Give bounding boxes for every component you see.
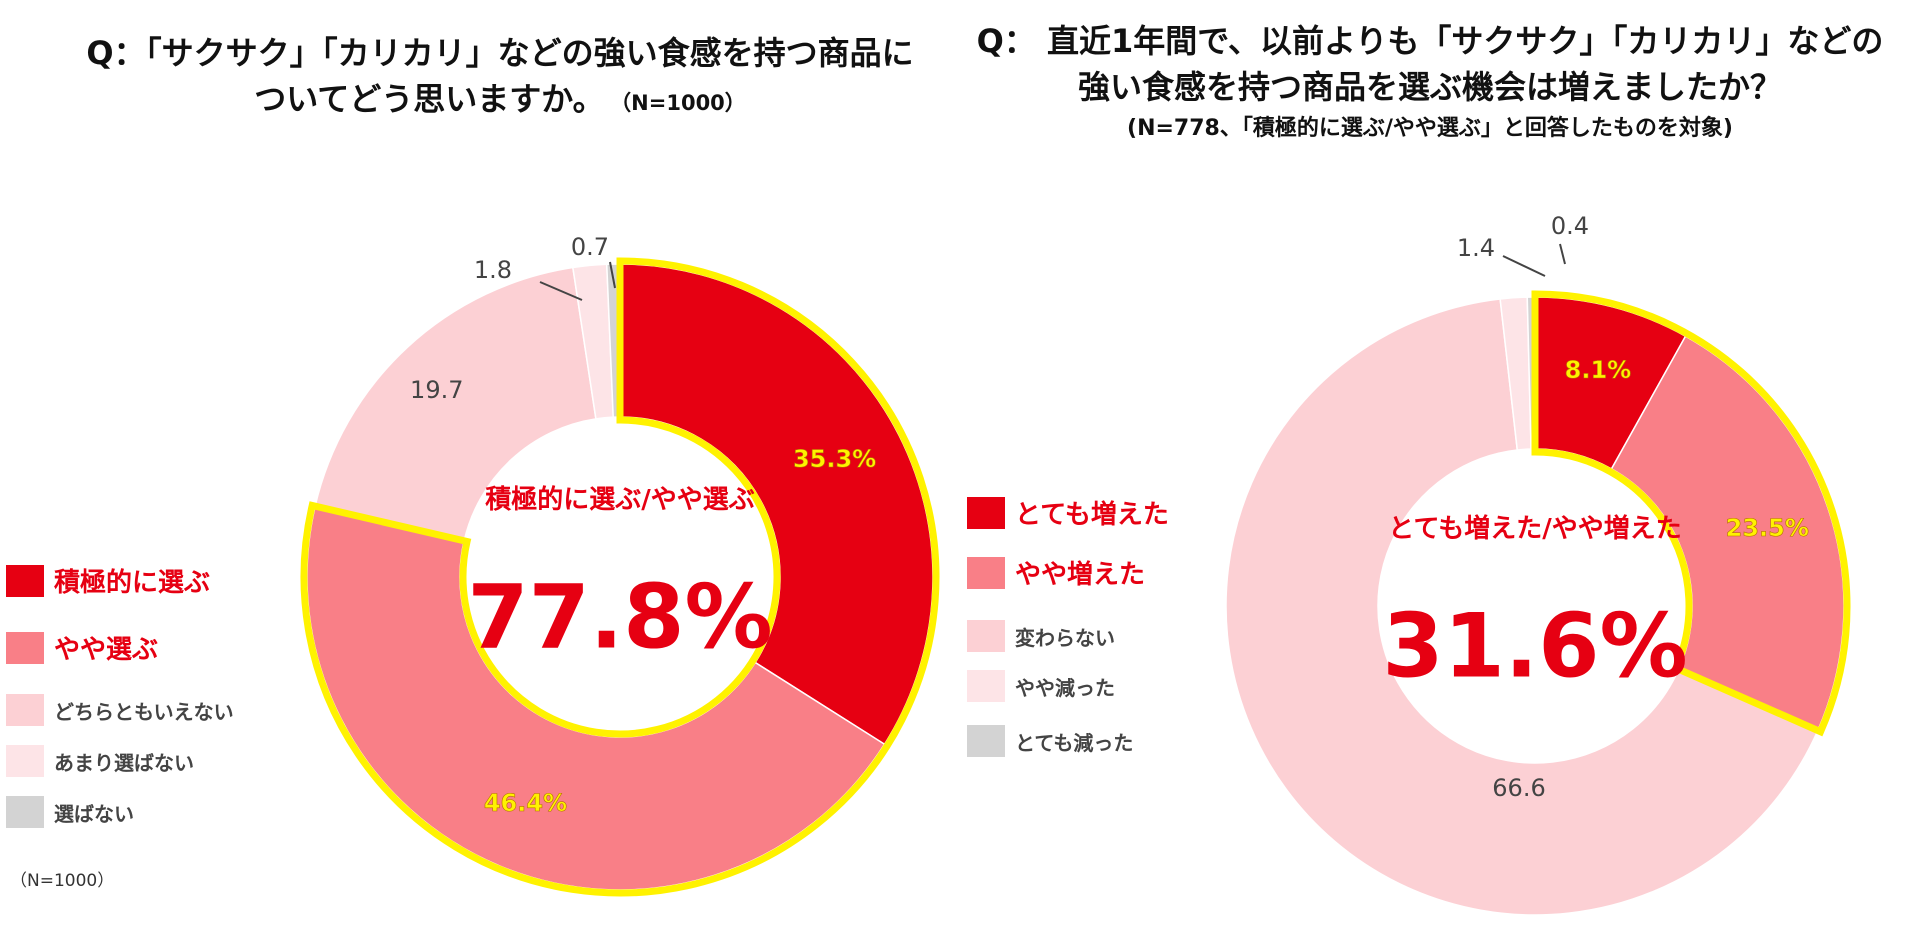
chart2-slice-3 [1225, 298, 1819, 916]
chart2-highlight-outline [1531, 290, 1851, 737]
right-title-line2: 強い食感を持つ商品を選ぶ機会は増えましたか？ [1077, 68, 1782, 107]
left-title-sample: （N=1000） [610, 91, 746, 116]
chart2-legend-label-1: とても増えた [1015, 500, 1169, 530]
chart1-legend-label-2: やや選ぶ [54, 635, 159, 665]
chart1-legend-item-2: やや選ぶ [6, 629, 234, 666]
chart2-legend-item-4: やや減った [967, 670, 1169, 702]
chart1-legend-label-1: 積極的に選ぶ [54, 568, 211, 598]
right-chart-title: Q： 直近1年間で、以前よりも「サクサク」「カリカリ」などの 強い食感を持つ商品… [970, 18, 1890, 145]
chart1-legend-swatch-4 [6, 745, 44, 777]
chart2-legend-swatch-5 [967, 725, 1005, 757]
chart1-legend-swatch-5 [6, 796, 44, 828]
left-title-line1: Q：「サクサク」「カリカリ」などの強い食感を持つ商品に [86, 34, 914, 72]
right-title-line1: Q： 直近1年間で、以前よりも「サクサク」「カリカリ」などの [976, 22, 1884, 60]
chart2-center-caption: とても増えた/やや増えた [1388, 514, 1681, 544]
chart1-data-label-1: 35.3% [793, 445, 876, 473]
chart1-legend-label-4: あまり選ばない [54, 750, 194, 775]
chart2-legend-label-4: やや減った [1015, 675, 1115, 700]
chart1-legend-swatch-3 [6, 694, 44, 726]
chart2-legend-item-5: とても減った [967, 725, 1169, 757]
chart1-center-value: 77.8% [467, 566, 772, 669]
chart1-legend-swatch-1 [6, 564, 44, 597]
chart2-legend-item-2: やや増えた [967, 554, 1169, 591]
chart2-data-label-5: 0.4 [1551, 212, 1589, 240]
right-title-sample: (N=778、「積極的に選ぶ/やや選ぶ」と回答したものを対象) [1127, 115, 1733, 141]
chart2-legend-label-5: とても減った [1015, 730, 1134, 755]
chart1-data-label-3: 19.7 [410, 376, 463, 404]
chart2-legend-label-2: やや増えた [1015, 560, 1146, 590]
chart2-data-label-3: 66.6 [1492, 774, 1545, 802]
chart1-legend-label-5: 選ばない [54, 801, 134, 826]
chart2-center-value: 31.6% [1382, 595, 1687, 698]
chart1-data-label-5: 0.7 [571, 233, 609, 261]
chart2-data-label-1: 8.1% [1565, 356, 1632, 384]
chart1-highlight-outline [300, 257, 940, 897]
chart1-leader-5 [609, 261, 616, 289]
chart1-legend-swatch-2 [6, 631, 44, 664]
left-title-line2: ついてどう思いますか。 [254, 80, 605, 119]
chart1-legend-item-1: 積極的に選ぶ [6, 562, 234, 599]
chart2-leader-5 [1559, 243, 1566, 265]
chart1-data-label-4: 1.8 [474, 256, 512, 284]
chart2-legend-label-3: 変わらない [1015, 625, 1115, 650]
chart2-legend-swatch-4 [967, 670, 1005, 702]
chart2-data-label-4: 1.4 [1457, 234, 1495, 262]
chart2-legend-item-3: 変わらない [967, 620, 1169, 652]
chart1-center-caption: 積極的に選ぶ/やや選ぶ [485, 484, 755, 515]
chart1-leader-4 [539, 281, 583, 301]
left-chart-title: Q：「サクサク」「カリカリ」などの強い食感を持つ商品に ついてどう思いますか。 … [40, 30, 960, 123]
chart1-slice-3 [314, 266, 597, 542]
chart2-data-label-2: 23.5% [1726, 514, 1809, 542]
chart2-leader-4 [1502, 255, 1546, 277]
chart1-legend-item-3: どちらともいえない [6, 694, 234, 726]
chart2-legend-swatch-2 [967, 556, 1005, 589]
left-chart-footnote: （N=1000） [10, 871, 115, 891]
chart1-legend-label-3: どちらともいえない [54, 699, 234, 724]
chart1-legend-item-4: あまり選ばない [6, 745, 234, 777]
chart2-legend-swatch-3 [967, 620, 1005, 652]
chart2-legend-item-1: とても増えた [967, 494, 1169, 531]
right-legend: とても増えた やや増えた変わらないやや減ったとても減った [967, 494, 1169, 757]
chart2-legend-swatch-1 [967, 496, 1005, 529]
chart1-data-label-2: 46.4% [484, 789, 567, 817]
left-legend: 積極的に選ぶ やや選ぶどちらともいえない あまり選ばない 選ばない [6, 562, 234, 828]
chart1-legend-item-5: 選ばない [6, 796, 234, 828]
